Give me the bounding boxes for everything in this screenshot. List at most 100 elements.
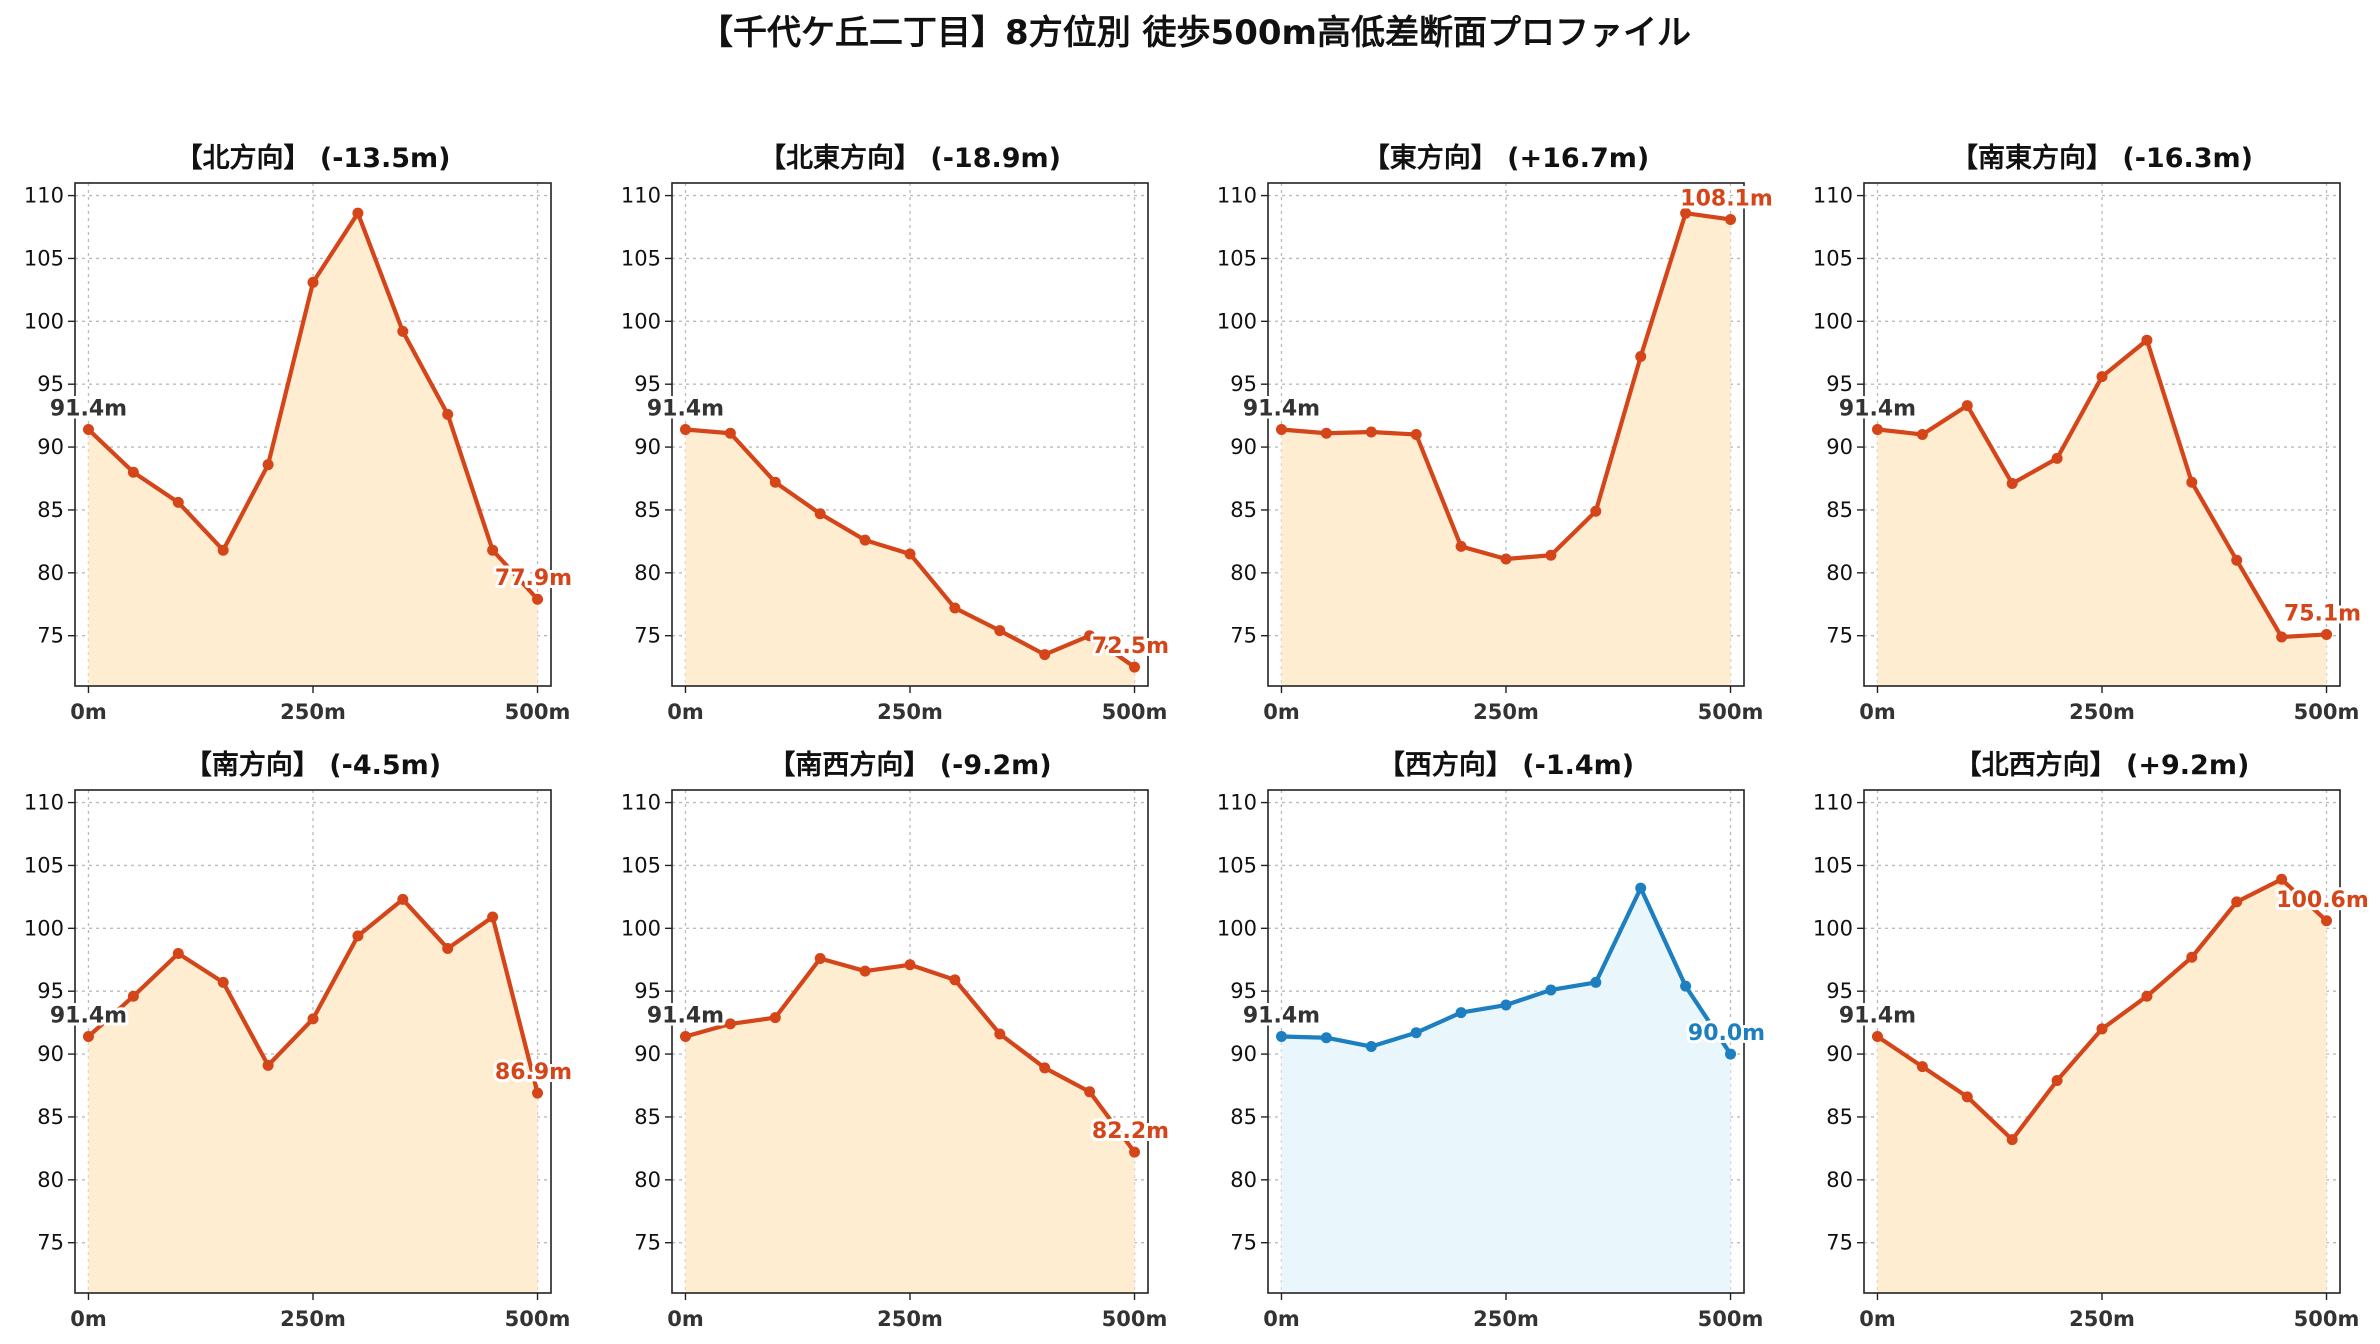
data-point	[2276, 873, 2288, 885]
data-point	[1039, 1062, 1051, 1074]
data-point	[814, 508, 826, 520]
y-tick-label: 90	[1230, 435, 1257, 459]
y-tick-label: 110	[1813, 184, 1853, 208]
y-tick-label: 95	[37, 372, 64, 396]
y-tick-label: 85	[37, 498, 64, 522]
y-tick-label: 105	[621, 853, 661, 877]
y-tick-label: 80	[634, 561, 661, 585]
data-point	[1084, 1086, 1096, 1098]
y-tick-label: 85	[634, 498, 661, 522]
data-point	[1680, 980, 1692, 992]
data-point	[1725, 213, 1737, 225]
y-tick-label: 95	[634, 372, 661, 396]
data-point	[2006, 1134, 2018, 1146]
data-point	[217, 976, 229, 988]
panel-title: 【東方向】 (+16.7m)	[1363, 142, 1649, 174]
end-elevation-label: 72.5m	[1092, 634, 1169, 659]
y-tick-label: 95	[1826, 979, 1853, 1003]
data-point	[994, 625, 1006, 637]
x-tick-label: 250m	[280, 1307, 346, 1331]
x-tick-label: 0m	[1263, 700, 1300, 724]
y-tick-label: 75	[634, 1231, 661, 1255]
panel-title: 【北方向】 (-13.5m)	[175, 142, 450, 174]
y-tick-label: 100	[1813, 916, 1853, 940]
end-elevation-label: 108.1m	[1680, 186, 1773, 211]
data-point	[2321, 628, 2333, 640]
y-tick-label: 85	[1826, 1105, 1853, 1129]
y-tick-label: 105	[24, 853, 64, 877]
data-point	[2276, 631, 2288, 643]
y-tick-label: 80	[1230, 561, 1257, 585]
end-elevation-label: 86.9m	[495, 1060, 572, 1085]
data-point	[2096, 1023, 2108, 1035]
x-tick-label: 0m	[70, 1307, 107, 1331]
data-point	[1680, 207, 1692, 219]
data-point	[724, 427, 736, 439]
x-tick-label: 0m	[667, 700, 704, 724]
data-point	[487, 911, 499, 923]
data-point	[487, 544, 499, 556]
data-point	[172, 496, 184, 508]
data-point	[442, 942, 454, 954]
data-point	[1961, 1091, 1973, 1103]
elevation-area	[88, 213, 538, 686]
data-point	[904, 548, 916, 560]
panels-group: 【北方向】 (-13.5m) 75 80 85 90 95 100 105 110 0m 250m 5…	[24, 142, 2372, 1331]
data-point	[1410, 429, 1422, 440]
x-tick-label: 500m	[505, 1307, 571, 1331]
x-tick-label: 250m	[877, 700, 943, 724]
data-point	[1129, 1146, 1141, 1158]
y-tick-label: 105	[1217, 853, 1257, 877]
end-elevation-label: 90.0m	[1688, 1021, 1765, 1046]
data-point	[814, 953, 826, 965]
data-point	[1455, 540, 1467, 552]
x-tick-label: 0m	[70, 700, 107, 724]
y-tick-label: 95	[1826, 372, 1853, 396]
y-tick-label: 95	[1230, 979, 1257, 1003]
data-point	[1590, 976, 1602, 988]
data-point	[859, 965, 871, 977]
chart-panel: 【西方向】 (-1.4m) 75 80 85 90 95 100 105 110 0m 250m 50…	[1217, 749, 1768, 1331]
x-tick-label: 250m	[2069, 1307, 2135, 1331]
y-tick-label: 80	[37, 1168, 64, 1192]
figure-title: 【千代ケ丘二丁目】8方位別 徒歩500m高低差断面プロファイル	[699, 13, 1691, 53]
start-elevation-label: 91.4m	[1243, 396, 1320, 421]
data-point	[2321, 915, 2333, 927]
data-point	[352, 930, 364, 942]
y-tick-label: 110	[1217, 791, 1257, 815]
elevation-area	[88, 899, 538, 1293]
y-tick-label: 85	[37, 1105, 64, 1129]
data-point	[1039, 649, 1051, 661]
data-point	[1545, 549, 1557, 561]
start-elevation-label: 91.4m	[1839, 396, 1916, 421]
data-point	[859, 534, 871, 546]
x-tick-label: 500m	[1102, 700, 1168, 724]
y-tick-label: 105	[1217, 246, 1257, 270]
y-tick-label: 80	[1230, 1168, 1257, 1192]
data-point	[949, 974, 961, 986]
end-elevation-label: 75.1m	[2284, 601, 2361, 626]
data-point	[1916, 1061, 1928, 1073]
data-point	[1455, 1007, 1467, 1019]
chart-panel: 【北東方向】 (-18.9m) 75 80 85 90 95 100 105 110 0m 250m…	[621, 142, 1172, 724]
elevation-area	[685, 958, 1135, 1293]
y-tick-label: 90	[634, 435, 661, 459]
y-tick-label: 90	[1230, 1042, 1257, 1066]
data-point	[1545, 984, 1557, 996]
y-tick-label: 85	[1826, 498, 1853, 522]
x-tick-label: 500m	[2294, 700, 2360, 724]
start-elevation-label: 91.4m	[647, 1003, 724, 1028]
y-tick-label: 110	[1813, 791, 1853, 815]
x-tick-label: 0m	[1263, 1307, 1300, 1331]
data-point	[2051, 1074, 2063, 1086]
data-point	[1084, 630, 1096, 642]
elevation-area	[1281, 213, 1731, 686]
data-point	[2231, 554, 2243, 566]
data-point	[397, 893, 409, 905]
chart-panel: 【北西方向】 (+9.2m) 75 80 85 90 95 100 105 110 0m 250m 5…	[1813, 749, 2372, 1331]
start-elevation-label: 91.4m	[50, 396, 127, 421]
x-tick-label: 250m	[1473, 1307, 1539, 1331]
data-point	[1410, 1027, 1422, 1039]
data-point	[262, 459, 274, 471]
